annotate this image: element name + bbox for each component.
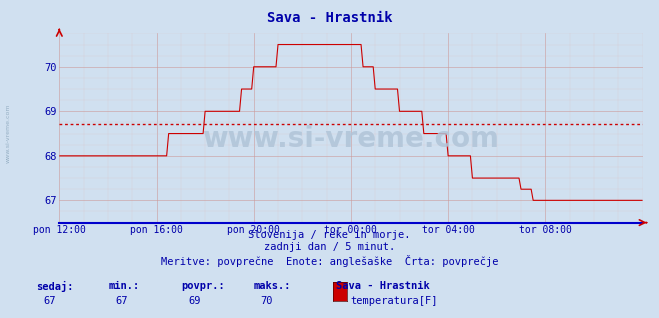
Text: maks.:: maks.: xyxy=(254,281,291,291)
Text: Slovenija / reke in morje.: Slovenija / reke in morje. xyxy=(248,230,411,239)
Text: 67: 67 xyxy=(116,296,128,306)
Text: zadnji dan / 5 minut.: zadnji dan / 5 minut. xyxy=(264,242,395,252)
Text: sedaj:: sedaj: xyxy=(36,281,74,293)
Text: 70: 70 xyxy=(261,296,273,306)
Text: Sava - Hrastnik: Sava - Hrastnik xyxy=(267,11,392,25)
Text: 67: 67 xyxy=(43,296,55,306)
Text: temperatura[F]: temperatura[F] xyxy=(351,296,438,306)
Text: Meritve: povprečne  Enote: anglešaške  Črta: povprečje: Meritve: povprečne Enote: anglešaške Črt… xyxy=(161,255,498,267)
Text: Sava - Hrastnik: Sava - Hrastnik xyxy=(336,281,430,291)
Text: www.si-vreme.com: www.si-vreme.com xyxy=(202,125,500,153)
Text: 69: 69 xyxy=(188,296,200,306)
Text: povpr.:: povpr.: xyxy=(181,281,225,291)
Text: www.si-vreme.com: www.si-vreme.com xyxy=(6,104,11,163)
Text: min.:: min.: xyxy=(109,281,140,291)
